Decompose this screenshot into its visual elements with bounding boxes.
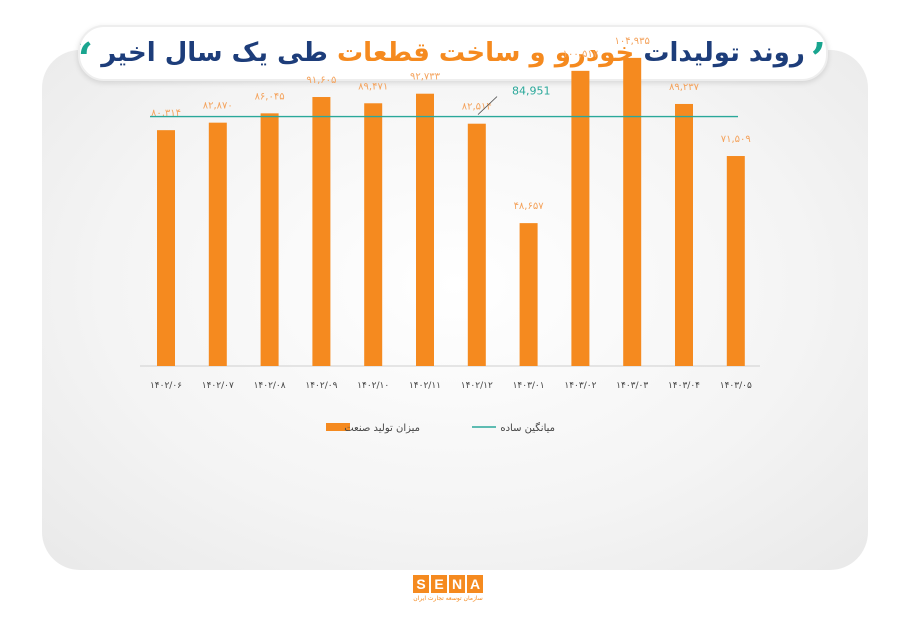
x-tick-label: ۱۴۰۲/۰۹ [305, 381, 337, 391]
x-tick-label: ۱۴۰۲/۱۲ [461, 381, 493, 391]
bar [364, 103, 383, 366]
data-label: ۸۰,۳۱۴ [151, 108, 181, 119]
data-label: ۱۰۴,۹۳۵ [614, 36, 649, 47]
title-part-1: روند تولیدات [643, 38, 805, 68]
close-quote-icon: “ [80, 38, 93, 68]
bar [519, 223, 538, 366]
legend-bar-label: میزان تولید صنعت [344, 423, 420, 434]
average-value-label: 84,951 [512, 85, 551, 98]
data-label: ۸۹,۲۳۷ [669, 82, 700, 93]
bar [208, 122, 227, 366]
logo-letter: S [413, 575, 429, 593]
bar [675, 103, 693, 367]
data-label: ۸۹,۴۷۱ [358, 81, 388, 92]
logo-subtitle: سازمان توسعه تجارت ایران [413, 595, 483, 602]
x-tick-label: ۱۴۰۳/۰۱ [513, 381, 545, 391]
logo-letter: E [431, 575, 447, 593]
bar [312, 97, 331, 367]
bar [416, 93, 434, 366]
logo-letter: A [467, 575, 483, 593]
data-label: ۹۲,۷۳۳ [410, 72, 441, 83]
logo-letters: S E N A [413, 575, 483, 593]
x-tick-label: ۱۴۰۳/۰۵ [720, 381, 752, 391]
data-label: ۸۲,۸۷۰ [203, 101, 233, 112]
bar [571, 70, 590, 367]
legend-bar-swatch [326, 423, 350, 431]
x-tick-label: ۱۴۰۲/۰۸ [254, 381, 286, 391]
legend-line-label: میانگین ساده [500, 422, 555, 434]
bar [157, 130, 175, 366]
x-tick-label: ۱۴۰۳/۰۳ [616, 381, 648, 391]
title-part-3: طی یک سال اخیر [101, 38, 328, 68]
x-tick-label: ۱۴۰۲/۱۱ [409, 381, 441, 391]
title-part-2: خودرو و ساخت قطعات [336, 38, 635, 68]
data-label: ۴۸,۶۵۷ [514, 201, 545, 212]
bar [726, 156, 745, 366]
data-label: ۹۱,۶۰۵ [306, 75, 336, 86]
x-tick-label: ۱۴۰۳/۰۴ [668, 381, 700, 391]
bar [467, 123, 486, 366]
data-label: ۱۰۰,۵۱۷ [563, 49, 599, 60]
data-label: ۸۲,۵۱۴ [462, 102, 492, 113]
bar [260, 113, 279, 366]
x-tick-label: ۱۴۰۳/۰۲ [564, 381, 596, 391]
data-label: ۸۶,۰۴۵ [255, 91, 285, 102]
open-quote-icon: ” [813, 38, 826, 68]
chart-title: روند تولیدات خودرو و ساخت قطعات طی یک سا… [101, 38, 805, 68]
logo-letter: N [449, 575, 465, 593]
x-tick-label: ۱۴۰۲/۰۷ [202, 381, 234, 391]
sena-logo: S E N A سازمان توسعه تجارت ایران [412, 575, 484, 602]
x-tick-label: ۱۴۰۲/۱۰ [357, 381, 389, 391]
average-leader-line [477, 96, 498, 115]
data-label: ۷۱,۵۰۹ [721, 134, 751, 145]
x-tick-label: ۱۴۰۲/۰۶ [150, 381, 182, 391]
title-banner: ” روند تولیدات خودرو و ساخت قطعات طی یک … [78, 25, 828, 81]
bar [623, 57, 642, 366]
